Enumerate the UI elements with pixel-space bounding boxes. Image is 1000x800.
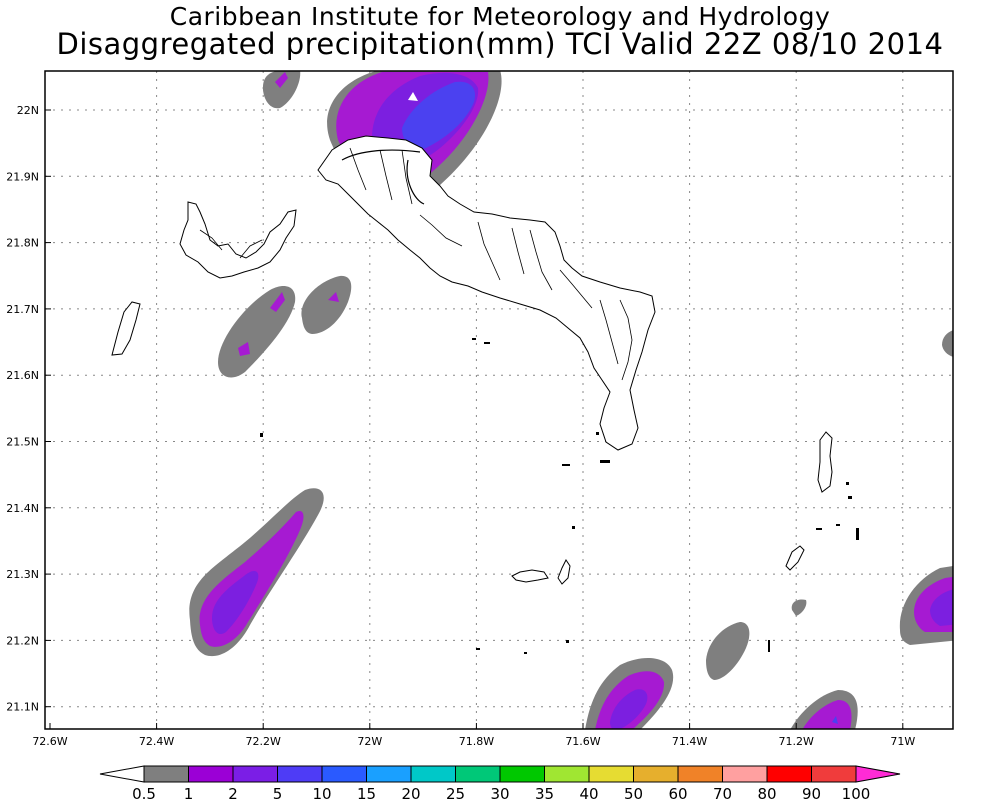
precip-blob-south-center — [585, 658, 674, 729]
colorbar-label: 25 — [446, 785, 465, 800]
lon-tick-label: 71.4W — [672, 735, 707, 748]
colorbar-swatch — [232, 765, 278, 783]
colorbar-label: 90 — [802, 785, 821, 800]
lon-tick-label: 72W — [357, 735, 382, 748]
colorbar-swatch — [544, 765, 590, 783]
colorbar-label: 2 — [228, 785, 238, 800]
colorbar-swatch — [633, 765, 679, 783]
colorbar-swatch — [677, 765, 723, 783]
lat-tick-label: 21.9N — [6, 170, 39, 183]
lon-tick-label: 71.6W — [565, 735, 600, 748]
colorbar-swatch — [188, 765, 234, 783]
map-frame — [44, 70, 954, 730]
colorbar-label: 0.5 — [132, 785, 156, 800]
island-small-1 — [557, 559, 571, 585]
lat-tick-label: 21.8N — [6, 237, 39, 250]
island-salt-cay — [785, 545, 805, 571]
precip-blob-nw-small — [262, 71, 301, 109]
colorbar-label: 80 — [757, 785, 776, 800]
lon-tick-label: 71.8W — [459, 735, 494, 748]
island-grand-turk — [817, 431, 833, 493]
colorbar-label: 30 — [490, 785, 509, 800]
latitude-tick-labels: 22N 21.9N 21.8N 21.7N 21.6N 21.5N 21.4N 21.3N 21… — [6, 104, 51, 714]
colorbar-swatch — [588, 765, 634, 783]
lat-tick-label: 21.4N — [6, 502, 39, 515]
colorbar-label: 50 — [624, 785, 643, 800]
colorbar-label: 1 — [184, 785, 194, 800]
lat-tick-label: 21.7N — [6, 303, 39, 316]
inland-boundaries — [199, 147, 633, 381]
colorbar-high-arrow — [855, 765, 901, 783]
colorbar: 0.5 1 2 5 10 15 20 25 30 35 40 50 60 70 80 90 100 — [99, 765, 901, 800]
precip-blob-west-2 — [301, 275, 352, 334]
precip-blob-east — [899, 330, 953, 645]
colorbar-label: 10 — [312, 785, 331, 800]
colorbar-label: 20 — [401, 785, 420, 800]
lat-tick-label: 21.6N — [6, 369, 39, 382]
precip-blob-southeast — [706, 599, 858, 729]
precip-blob-southwest — [189, 488, 324, 657]
lat-tick-label: 21.3N — [6, 568, 39, 581]
colorbar-swatch — [277, 765, 323, 783]
colorbar-low-arrow — [99, 765, 145, 783]
colorbar-swatch — [499, 765, 545, 783]
coastlines — [111, 135, 833, 585]
colorbar-swatch — [143, 765, 189, 783]
colorbar-label: 5 — [273, 785, 283, 800]
longitude-tick-labels: 72.6W 72.4W 72.2W 72W 71.8W 71.6W 71.4W 71.2W 71… — [32, 723, 915, 748]
island-west-caicos — [111, 301, 141, 356]
colorbar-swatch — [366, 765, 412, 783]
lat-tick-label: 22N — [17, 104, 39, 117]
colorbar-label: 40 — [579, 785, 598, 800]
lon-tick-label: 71W — [890, 735, 915, 748]
island-north-caicos — [317, 135, 656, 451]
lat-tick-label: 21.1N — [6, 701, 39, 714]
title-line-1: Caribbean Institute for Meteorology and … — [169, 2, 831, 31]
colorbar-swatch — [321, 765, 367, 783]
lon-tick-label: 72.2W — [246, 735, 281, 748]
title-line-2: Disaggregated precipitation(mm) TCI Vali… — [56, 27, 944, 61]
island-south-caicos — [511, 569, 549, 583]
small-islets — [260, 338, 859, 654]
precip-blob-west — [218, 286, 296, 378]
colorbar-swatch — [455, 765, 501, 783]
lat-tick-label: 21.5N — [6, 436, 39, 449]
colorbar-swatch — [811, 765, 857, 783]
colorbar-label: 100 — [842, 785, 871, 800]
colorbar-label: 70 — [713, 785, 732, 800]
colorbar-label: 35 — [535, 785, 554, 800]
colorbar-swatch — [410, 765, 456, 783]
colorbar-swatch — [722, 765, 768, 783]
lon-tick-label: 72.6W — [32, 735, 67, 748]
lat-tick-label: 21.2N — [6, 634, 39, 647]
colorbar-swatch — [766, 765, 812, 783]
island-providenciales — [179, 201, 297, 279]
lon-tick-label: 71.2W — [779, 735, 814, 748]
precipitation-field — [189, 71, 953, 729]
colorbar-label: 60 — [668, 785, 687, 800]
colorbar-label: 15 — [357, 785, 376, 800]
grid-lines — [45, 71, 953, 729]
lon-tick-label: 72.4W — [139, 735, 174, 748]
